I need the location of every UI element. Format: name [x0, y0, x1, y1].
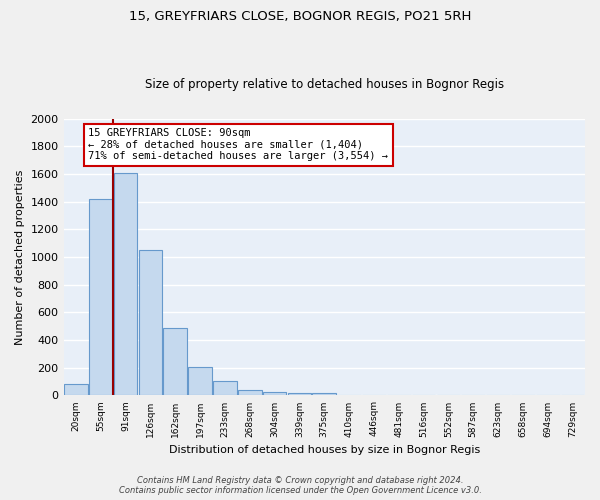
Bar	[139, 250, 162, 396]
Bar	[263, 392, 286, 396]
Bar	[287, 392, 311, 396]
Text: Contains HM Land Registry data © Crown copyright and database right 2024.
Contai: Contains HM Land Registry data © Crown c…	[119, 476, 481, 495]
Bar	[163, 328, 187, 396]
Bar	[238, 390, 262, 396]
Bar	[188, 367, 212, 396]
Bar	[89, 199, 113, 396]
Bar	[64, 384, 88, 396]
Text: 15, GREYFRIARS CLOSE, BOGNOR REGIS, PO21 5RH: 15, GREYFRIARS CLOSE, BOGNOR REGIS, PO21…	[129, 10, 471, 23]
X-axis label: Distribution of detached houses by size in Bognor Regis: Distribution of detached houses by size …	[169, 445, 480, 455]
Bar	[114, 172, 137, 396]
Y-axis label: Number of detached properties: Number of detached properties	[15, 170, 25, 344]
Bar	[313, 394, 336, 396]
Title: Size of property relative to detached houses in Bognor Regis: Size of property relative to detached ho…	[145, 78, 504, 91]
Text: 15 GREYFRIARS CLOSE: 90sqm
← 28% of detached houses are smaller (1,404)
71% of s: 15 GREYFRIARS CLOSE: 90sqm ← 28% of deta…	[88, 128, 388, 162]
Bar	[213, 381, 237, 396]
